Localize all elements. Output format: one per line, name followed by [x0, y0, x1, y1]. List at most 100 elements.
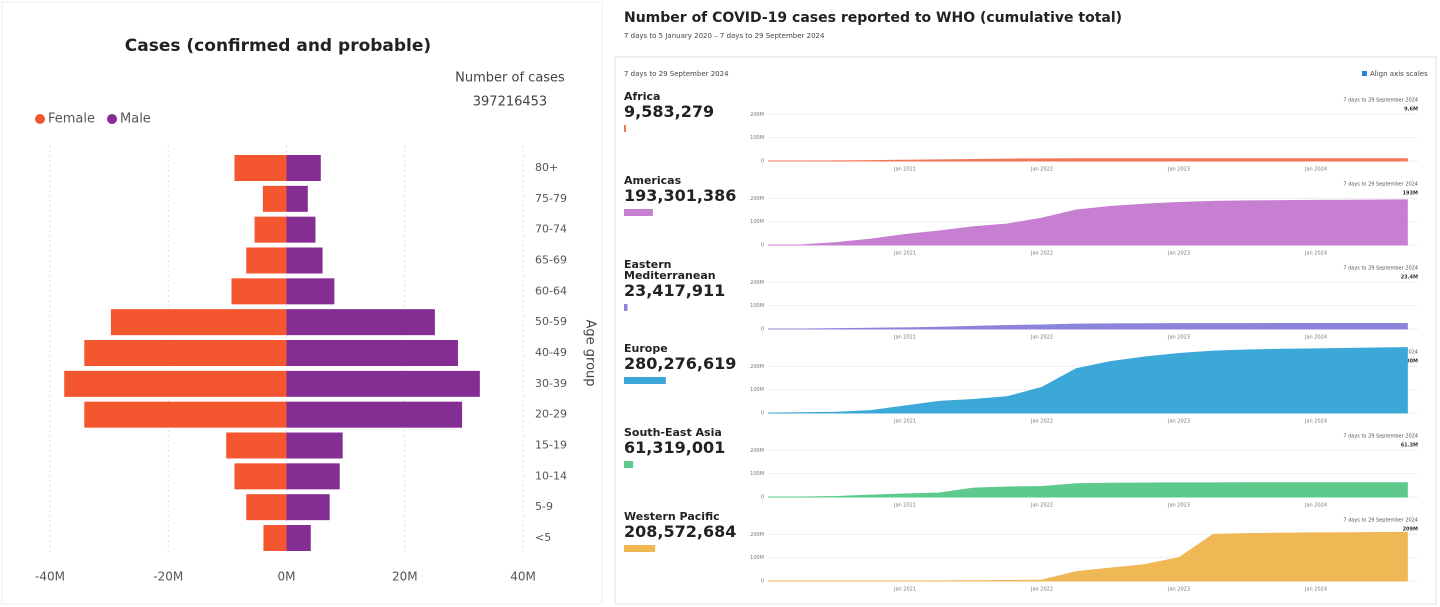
y-tick-label: 200M	[750, 280, 764, 286]
region-name: Eastern Mediterranean	[624, 258, 716, 282]
y-tick-label: 100M	[750, 471, 764, 477]
region-label: South-East Asia 61,319,001	[624, 427, 742, 458]
region-name: Western Pacific	[624, 510, 720, 523]
end-label: 209M	[1403, 527, 1418, 533]
y-tick-label: 0	[761, 579, 764, 585]
y-tick-label: 100M	[750, 387, 764, 393]
x-tick-label: Jan 2024	[1304, 251, 1327, 257]
bar	[286, 155, 321, 181]
panel-title: Number of COVID-19 cases reported to WHO…	[624, 10, 1122, 26]
bar	[226, 432, 287, 459]
latest-caption: 7 days to 29 September 2024	[1343, 182, 1418, 188]
legend-swatch	[35, 114, 45, 124]
x-tick-label: Jan 2024	[1304, 167, 1327, 173]
area	[767, 158, 1408, 162]
y-tick-label: 0	[761, 495, 764, 501]
bar	[286, 401, 463, 428]
y-tick-label: 80+	[535, 161, 558, 174]
bar	[262, 185, 287, 212]
region-name: Americas	[624, 174, 682, 187]
y-tick-label: 0	[761, 411, 764, 417]
region-total: 61,319,001	[624, 438, 726, 457]
region-total: 193,301,386	[624, 186, 737, 205]
y-tick-label: 0	[761, 327, 764, 333]
end-label: 280M	[1403, 359, 1418, 365]
x-tick-label: Jan 2023	[1167, 167, 1190, 173]
y-tick-label: 200M	[750, 196, 764, 202]
region-label: Africa 9,583,279	[624, 91, 742, 122]
bar	[84, 340, 287, 366]
end-label: 9.6M	[1404, 107, 1418, 113]
total-value: 397216453	[473, 95, 547, 110]
latest-caption: 7 days to 29 September 2024	[1343, 266, 1418, 272]
end-label: 193M	[1403, 191, 1418, 197]
period: 7 days to 29 September 2024	[624, 70, 729, 78]
region-label: Europe 280,276,619	[624, 343, 742, 374]
x-tick-label: Jan 2023	[1167, 419, 1190, 425]
bar	[231, 278, 287, 305]
y-axis-title: Age group	[583, 319, 598, 386]
total-caption: Number of cases	[455, 71, 565, 86]
y-tick-label: <5	[535, 531, 551, 544]
bar	[286, 247, 323, 274]
bar	[64, 370, 287, 397]
y-tick-label: 200M	[750, 448, 764, 454]
end-label: 23.4M	[1401, 275, 1418, 281]
toggle-label[interactable]: Align axis scales	[1370, 70, 1428, 78]
y-tick-label: 5-9	[535, 500, 553, 513]
x-tick-label: Jan 2022	[1030, 419, 1053, 425]
bar	[286, 463, 340, 490]
legend-label: Male	[120, 112, 151, 127]
y-tick-label: 40-49	[535, 346, 567, 359]
y-tick-label: 60-64	[535, 284, 567, 297]
bar	[246, 247, 287, 274]
total-swatch	[624, 209, 653, 216]
region-name: Europe	[624, 342, 668, 355]
y-tick-label: 70-74	[535, 223, 567, 236]
area	[767, 482, 1408, 498]
region-name: Africa	[624, 90, 661, 103]
x-tick-label: -40M	[35, 570, 65, 584]
y-tick-label: 75-79	[535, 192, 567, 205]
region-name: South-East Asia	[624, 426, 722, 439]
toggle-box[interactable]	[1362, 71, 1367, 76]
bar	[286, 216, 316, 243]
region-label: Western Pacific 208,572,684	[624, 511, 742, 542]
region-total: 9,583,279	[624, 102, 715, 121]
x-tick-label: Jan 2023	[1167, 335, 1190, 341]
pyramid-title: Cases (confirmed and probable)	[125, 36, 431, 56]
y-tick-label: 100M	[750, 303, 764, 309]
total-swatch	[624, 377, 666, 384]
x-tick-label: Jan 2024	[1304, 587, 1327, 593]
y-tick-label: 100M	[750, 135, 764, 141]
x-tick-label: Jan 2024	[1304, 503, 1327, 509]
x-tick-label: 40M	[510, 570, 536, 584]
bar	[286, 432, 343, 459]
region-total: 280,276,619	[624, 354, 737, 373]
total-swatch	[624, 304, 628, 311]
x-tick-label: Jan 2023	[1167, 587, 1190, 593]
bar	[84, 401, 287, 428]
area	[767, 347, 1408, 414]
y-tick-label: 50-59	[535, 315, 567, 328]
x-tick-label: Jan 2023	[1167, 503, 1190, 509]
area	[767, 199, 1408, 246]
y-tick-label: 200M	[750, 112, 764, 118]
x-tick-label: Jan 2023	[1167, 251, 1190, 257]
bar	[234, 463, 287, 490]
bar	[254, 216, 287, 243]
region-label: Eastern Mediterranean 23,417,911	[624, 259, 742, 301]
x-tick-label: Jan 2021	[893, 167, 916, 173]
end-label: 61.3M	[1401, 443, 1418, 449]
y-tick-label: 65-69	[535, 254, 567, 267]
bar	[246, 494, 287, 521]
legend-label: Female	[48, 112, 95, 127]
y-tick-label: 200M	[750, 532, 764, 538]
y-tick-label: 0	[761, 243, 764, 249]
bar	[286, 185, 308, 212]
y-tick-label: 30-39	[535, 377, 567, 390]
region-total: 208,572,684	[624, 522, 737, 541]
x-tick-label: Jan 2021	[893, 419, 916, 425]
